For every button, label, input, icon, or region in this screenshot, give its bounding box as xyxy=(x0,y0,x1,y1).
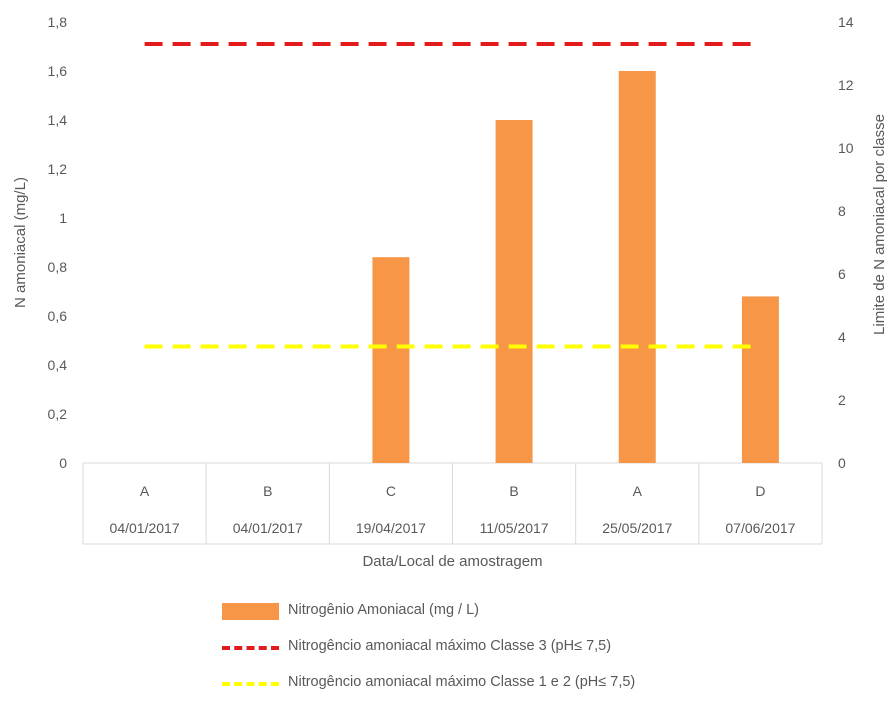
y2-tick-label: 12 xyxy=(838,77,854,93)
legend-label-bar: Nitrogênio Amoniacal (mg / L) xyxy=(288,602,479,618)
y2-tick-label: 8 xyxy=(838,203,846,219)
bar xyxy=(741,296,779,463)
x-tick-label-local: A xyxy=(633,483,643,499)
y-tick-label: 0,2 xyxy=(48,406,68,422)
legend-item-classe-1-2: Nitrogêncio amoniacal máximo Classe 1 e … xyxy=(222,672,822,698)
legend-label-classe-3: Nitrogêncio amoniacal máximo Classe 3 (p… xyxy=(288,638,612,654)
legend-swatch-bar xyxy=(222,603,279,620)
bar xyxy=(495,120,533,463)
y-tick-label: 0 xyxy=(59,455,67,471)
x-tick-label-local: D xyxy=(755,483,765,499)
legend-swatch-classe-3 xyxy=(222,646,279,650)
y2-tick-label: 2 xyxy=(838,392,846,408)
x-tick-label-local: A xyxy=(140,483,150,499)
bar xyxy=(618,71,656,463)
y-tick-label: 0,6 xyxy=(48,308,68,324)
y-axis-title: N amoniacal (mg/L) xyxy=(12,177,29,308)
x-tick-label-local: B xyxy=(263,483,272,499)
y-tick-label: 1,8 xyxy=(48,14,68,30)
y2-axis-title: Limite de N amoniacal por classe xyxy=(871,114,888,335)
x-tick-label-local: B xyxy=(509,483,518,499)
x-tick-label-date: 19/04/2017 xyxy=(356,520,426,536)
y-tick-label: 1 xyxy=(59,210,67,226)
x-tick-label-date: 07/06/2017 xyxy=(725,520,795,536)
legend-item-bar: Nitrogênio Amoniacal (mg / L) xyxy=(222,600,822,626)
x-tick-label-local: C xyxy=(386,483,396,499)
x-tick-label-date: 04/01/2017 xyxy=(110,520,180,536)
y2-tick-label: 4 xyxy=(838,329,846,345)
chart: 0 0,2 0,4 0,6 0,8 1 1,2 1,4 1,6 1,8 0 2 4 6 8 10 12 14 N a… xyxy=(12,14,888,570)
y2-tick-label: 14 xyxy=(838,14,854,30)
y2-tick-label: 6 xyxy=(838,266,846,282)
y2-tick-label: 0 xyxy=(838,455,846,471)
bar xyxy=(372,257,410,463)
legend-label-classe-1-2: Nitrogêncio amoniacal máximo Classe 1 e … xyxy=(288,674,636,690)
x-tick-label-date: 25/05/2017 xyxy=(602,520,672,536)
y-tick-label: 0,4 xyxy=(48,357,68,373)
y-tick-label: 1,6 xyxy=(48,63,68,79)
legend-swatch-classe-1-2 xyxy=(222,682,279,686)
x-tick-label-date: 11/05/2017 xyxy=(480,520,549,536)
x-axis-title: Data/Local de amostragem xyxy=(362,553,542,570)
y-tick-label: 0,8 xyxy=(48,259,68,275)
legend-item-classe-3: Nitrogêncio amoniacal máximo Classe 3 (p… xyxy=(222,636,822,662)
x-tick-label-date: 04/01/2017 xyxy=(233,520,303,536)
y2-tick-label: 10 xyxy=(838,140,854,156)
y-tick-label: 1,4 xyxy=(48,112,68,128)
legend: Nitrogênio Amoniacal (mg / L) Nitrogênci… xyxy=(222,600,822,708)
y-tick-label: 1,2 xyxy=(48,161,68,177)
